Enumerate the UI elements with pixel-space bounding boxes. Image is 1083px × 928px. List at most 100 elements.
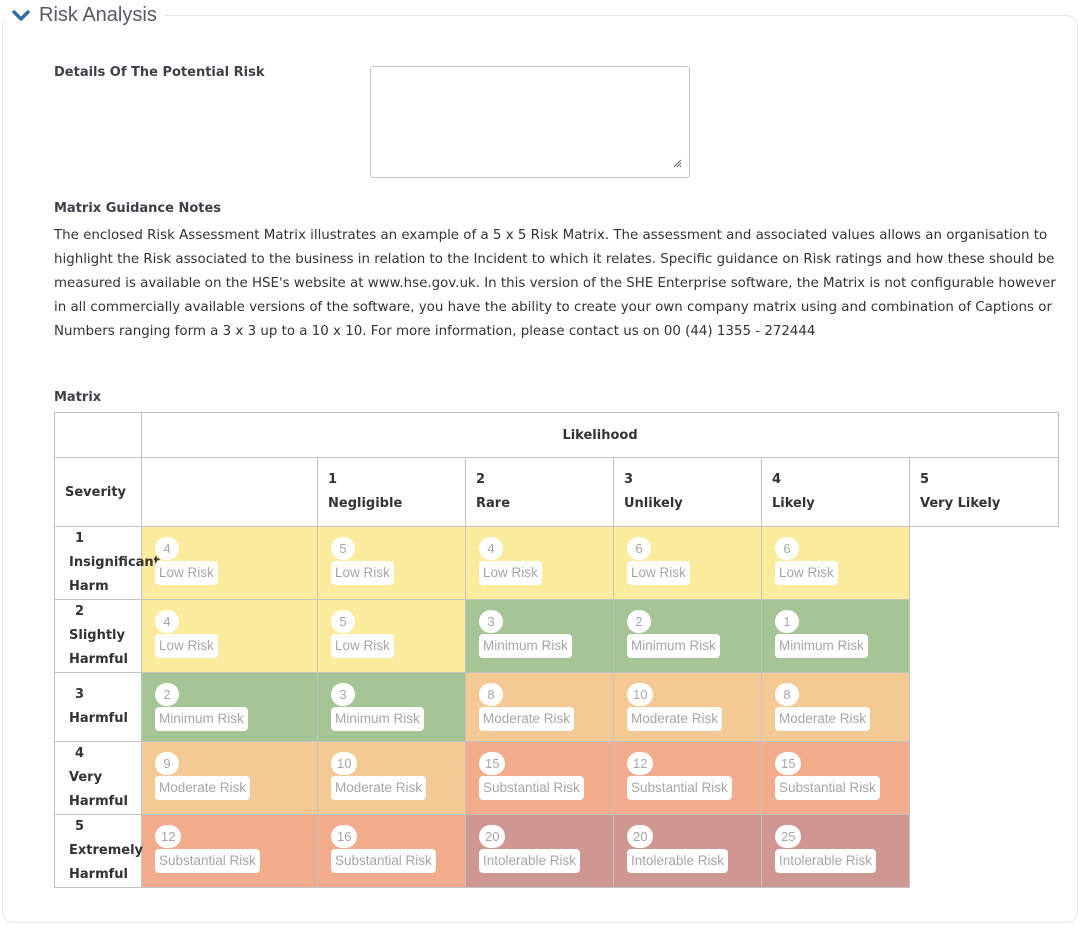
severity-row-header: 5 Extremely Harmful [54,814,144,888]
severity-row-2: 2 Slightly Harmful 4 Low Risk 5 Low Risk 3 Mini… [54,599,1059,673]
severity-row-3: 3 Harmful 2 Minimum Risk 3 Minimum Risk 8 Moder… [54,672,1059,742]
risk-score-badge: 15 [479,752,506,775]
risk-score-badge: 20 [479,825,506,848]
risk-score-badge: 3 [479,610,503,633]
severity-num: 4 [75,746,85,761]
risk-cell[interactable]: 4 Low Risk [465,526,614,600]
guidance-heading: Matrix Guidance Notes [54,201,222,216]
risk-level-badge: Intolerable Risk [627,849,729,873]
likelihood-col-2: 2 Rare [465,457,614,527]
risk-cell[interactable]: 6 Low Risk [761,526,910,600]
risk-level-badge: Moderate Risk [479,707,575,731]
risk-cell[interactable]: 8 Moderate Risk [465,672,614,742]
severity-num: 1 [75,531,85,546]
risk-score-badge: 9 [155,752,179,775]
likelihood-header: Likelihood [140,412,1060,458]
col-num: 3 [624,472,634,487]
risk-cell[interactable]: 2 Minimum Risk [613,599,762,673]
risk-cell[interactable]: 16 Substantial Risk [317,814,466,888]
risk-score-badge: 4 [479,537,503,560]
risk-level-badge: Substantial Risk [627,776,732,800]
risk-cell[interactable]: 15 Substantial Risk [761,741,910,815]
risk-cell[interactable]: 4 Low Risk [141,599,318,673]
risk-score-badge: 12 [155,825,182,848]
col-name: Very Likely [920,496,1001,511]
severity-row-header: 1 Insignificant Harm [54,526,160,600]
risk-score-badge: 8 [775,683,799,706]
risk-cell[interactable]: 10 Moderate Risk [613,672,762,742]
risk-cell[interactable]: 5 Low Risk [317,526,466,600]
severity-name: Insignificant Harm [69,555,160,594]
severity-name: Very Harmful [69,770,128,809]
risk-cell[interactable]: 15 Substantial Risk [465,741,614,815]
risk-level-badge: Intolerable Risk [775,849,877,873]
risk-cell[interactable]: 20 Intolerable Risk [613,814,762,888]
risk-cell[interactable]: 3 Minimum Risk [465,599,614,673]
col-name: Unlikely [624,496,683,511]
risk-level-badge: Moderate Risk [627,707,723,731]
severity-num: 2 [75,604,85,619]
severity-row-header: 3 Harmful [54,672,142,742]
risk-score-badge: 12 [627,752,654,775]
risk-score-badge: 8 [479,683,503,706]
risk-level-badge: Substantial Risk [331,849,436,873]
risk-score-badge: 6 [775,537,799,560]
severity-row-5: 5 Extremely Harmful 12 Substantial Risk 16 Su… [54,814,1059,888]
details-textarea[interactable] [370,66,690,178]
risk-level-badge: Low Risk [155,634,218,658]
risk-cell[interactable]: 4 Low Risk [141,526,318,600]
risk-score-badge: 4 [155,537,179,560]
severity-header: Severity [54,457,142,527]
col-name: Rare [476,496,511,511]
risk-level-badge: Low Risk [331,561,394,585]
risk-level-badge: Minimum Risk [155,707,248,731]
corner-cell [54,412,142,458]
section-title: Risk Analysis [39,3,157,26]
risk-cell[interactable]: 8 Moderate Risk [761,672,910,742]
risk-level-badge: Low Risk [331,634,394,658]
chevron-down-icon[interactable] [12,8,30,22]
details-label: Details Of The Potential Risk [54,65,265,80]
likelihood-col-5: 5 Very Likely [908,457,1060,527]
col-num: 1 [328,472,338,487]
risk-score-badge: 3 [331,683,355,706]
risk-level-badge: Moderate Risk [331,776,427,800]
risk-cell[interactable]: 6 Low Risk [613,526,762,600]
risk-cell[interactable]: 12 Substantial Risk [613,741,762,815]
col-num: 2 [476,472,486,487]
risk-cell[interactable]: 2 Minimum Risk [141,672,318,742]
risk-cell[interactable]: 20 Intolerable Risk [465,814,614,888]
risk-cell[interactable]: 1 Minimum Risk [761,599,910,673]
severity-name: Extremely Harmful [69,843,144,882]
risk-cell[interactable]: 25 Intolerable Risk [761,814,910,888]
risk-level-badge: Moderate Risk [775,707,871,731]
col-name: Likely [772,496,815,511]
section-header[interactable]: Risk Analysis [6,2,165,28]
risk-score-badge: 20 [627,825,654,848]
risk-score-badge: 25 [775,825,802,848]
risk-cell[interactable]: 3 Minimum Risk [317,672,466,742]
risk-level-badge: Substantial Risk [155,849,260,873]
risk-score-badge: 10 [627,683,654,706]
risk-cell[interactable]: 9 Moderate Risk [141,741,318,815]
risk-score-badge: 5 [331,537,355,560]
risk-cell[interactable]: 5 Low Risk [317,599,466,673]
risk-score-badge: 15 [775,752,802,775]
risk-score-badge: 16 [331,825,358,848]
risk-score-badge: 2 [155,683,179,706]
severity-num: 5 [75,819,85,834]
severity-name: Slightly Harmful [69,628,128,667]
risk-cell[interactable]: 10 Moderate Risk [317,741,466,815]
resize-grip-icon[interactable] [673,159,682,168]
risk-level-badge: Minimum Risk [479,634,572,658]
risk-level-badge: Low Risk [775,561,838,585]
severity-row-header: 2 Slightly Harmful [54,599,142,673]
risk-score-badge: 4 [155,610,179,633]
risk-cell[interactable]: 12 Substantial Risk [141,814,318,888]
matrix-label: Matrix [54,390,102,405]
col-name: Negligible [328,496,403,511]
risk-level-badge: Substantial Risk [479,776,584,800]
likelihood-col-3: 3 Unlikely [613,457,762,527]
likelihood-col-4: 4 Likely [761,457,910,527]
risk-score-badge: 10 [331,752,358,775]
